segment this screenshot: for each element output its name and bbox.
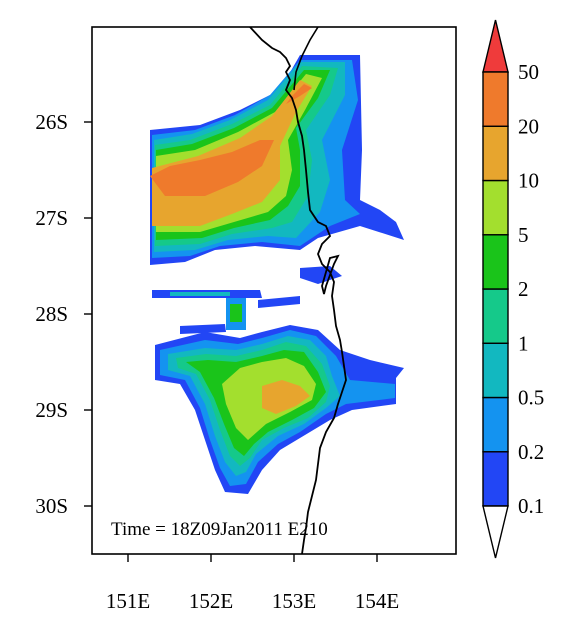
- map-frame: [91, 26, 457, 555]
- lat-label-27s: 27S: [35, 206, 68, 230]
- colorbar-level-label: 1: [518, 331, 529, 355]
- time-annotation: Time = 18Z09Jan2011 E210: [111, 519, 328, 540]
- lat-axis: 26S 27S 28S 29S 30S: [35, 110, 92, 518]
- colorbar-segment: [482, 451, 509, 507]
- colorbar-level-label: 5: [518, 223, 529, 247]
- rain-streak-3-inner: [230, 304, 242, 322]
- colorbar-under-triangle: [482, 505, 509, 559]
- island-outline: [321, 254, 340, 295]
- colorbar-level-label: 0.2: [518, 440, 544, 464]
- lon-label-152e: 152E: [189, 589, 233, 613]
- colorbar-level-label: 0.5: [518, 386, 544, 410]
- rain-contour-20: [150, 140, 274, 196]
- rain-streak-5: [258, 296, 300, 308]
- border-line: [293, 27, 319, 91]
- colorbar-segment: [482, 125, 509, 182]
- lat-label-30s: 30S: [35, 494, 68, 518]
- precipitation-field: [150, 55, 404, 494]
- rain-contour-10-south: [262, 380, 310, 414]
- coastline: [249, 27, 347, 554]
- lon-label-154e: 154E: [355, 589, 399, 613]
- rain-streak-4: [180, 324, 226, 334]
- colorbar-level-label: 2: [518, 277, 529, 301]
- colorbar-segment: [482, 179, 509, 236]
- lon-axis: 151E 152E 153E 154E: [106, 554, 399, 613]
- colorbar-level-label: 50: [518, 60, 539, 84]
- rain-streak-1-inner: [170, 292, 230, 296]
- lon-label-151e: 151E: [106, 589, 150, 613]
- colorbar-segment: [482, 342, 509, 399]
- lon-label-153e: 153E: [272, 589, 316, 613]
- colorbar-level-label: 10: [518, 169, 539, 193]
- colorbar-segment: [482, 71, 509, 127]
- colorbar-segment: [482, 234, 509, 290]
- colorbar-segment: [482, 396, 509, 453]
- colorbar-level-label: 20: [518, 114, 539, 138]
- lat-label-29s: 29S: [35, 398, 68, 422]
- lat-label-28s: 28S: [35, 302, 68, 326]
- lat-label-26s: 26S: [35, 110, 68, 134]
- colorbar-level-label: 0.1: [518, 494, 544, 518]
- colorbar: 0.1 0.2 0.5 1 2 5 10 20 50: [482, 19, 544, 559]
- map-panel: 26S 27S 28S 29S 30S 151E 152E 153E 154E …: [35, 26, 457, 613]
- colorbar-segment: [482, 288, 509, 344]
- colorbar-over-triangle: [482, 19, 509, 73]
